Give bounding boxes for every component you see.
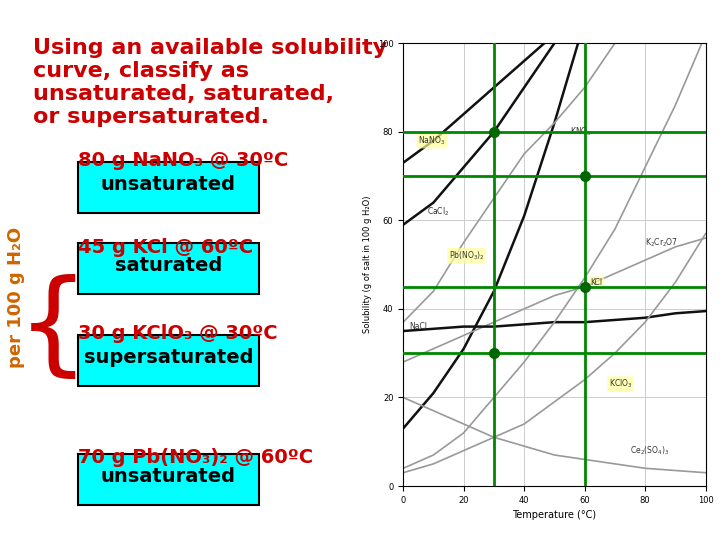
Text: Pb(NO$_3$)$_2$: Pb(NO$_3$)$_2$ <box>449 249 485 262</box>
FancyBboxPatch shape <box>78 243 258 294</box>
Text: per 100 g H₂O: per 100 g H₂O <box>7 226 25 368</box>
X-axis label: Temperature (°C): Temperature (°C) <box>513 510 596 520</box>
Text: unsaturated: unsaturated <box>101 176 235 194</box>
Text: supersaturated: supersaturated <box>84 348 253 367</box>
Text: 45 g KCl @ 60ºC: 45 g KCl @ 60ºC <box>78 238 253 256</box>
Text: NaCl: NaCl <box>409 322 427 331</box>
Text: K$_2$Cr$_2$O7: K$_2$Cr$_2$O7 <box>645 236 678 249</box>
Text: {: { <box>17 274 89 385</box>
Text: KCl: KCl <box>590 278 603 287</box>
Text: Ce$_2$(SO$_4$)$_3$: Ce$_2$(SO$_4$)$_3$ <box>630 444 670 457</box>
Text: KNO$_3$: KNO$_3$ <box>570 125 591 138</box>
Text: 30 g KClO₃ @ 30ºC: 30 g KClO₃ @ 30ºC <box>78 324 278 343</box>
Text: 70 g Pb(NO₃)₂ @ 60ºC: 70 g Pb(NO₃)₂ @ 60ºC <box>78 448 313 467</box>
Text: 80 g NaNO₃ @ 30ºC: 80 g NaNO₃ @ 30ºC <box>78 151 288 170</box>
Text: CaCl$_2$: CaCl$_2$ <box>428 205 450 218</box>
Text: Using an available solubility
curve, classify as
unsaturated, saturated,
or supe: Using an available solubility curve, cla… <box>33 38 387 127</box>
FancyBboxPatch shape <box>78 335 258 386</box>
FancyBboxPatch shape <box>78 162 258 213</box>
Text: NaNO$_3$: NaNO$_3$ <box>418 134 446 147</box>
Text: unsaturated: unsaturated <box>101 467 235 486</box>
FancyBboxPatch shape <box>78 454 258 505</box>
Text: KClO$_3$: KClO$_3$ <box>609 378 632 390</box>
Y-axis label: Solubility (g of salt in 100 g H₂O): Solubility (g of salt in 100 g H₂O) <box>363 196 372 333</box>
Text: saturated: saturated <box>114 256 222 275</box>
